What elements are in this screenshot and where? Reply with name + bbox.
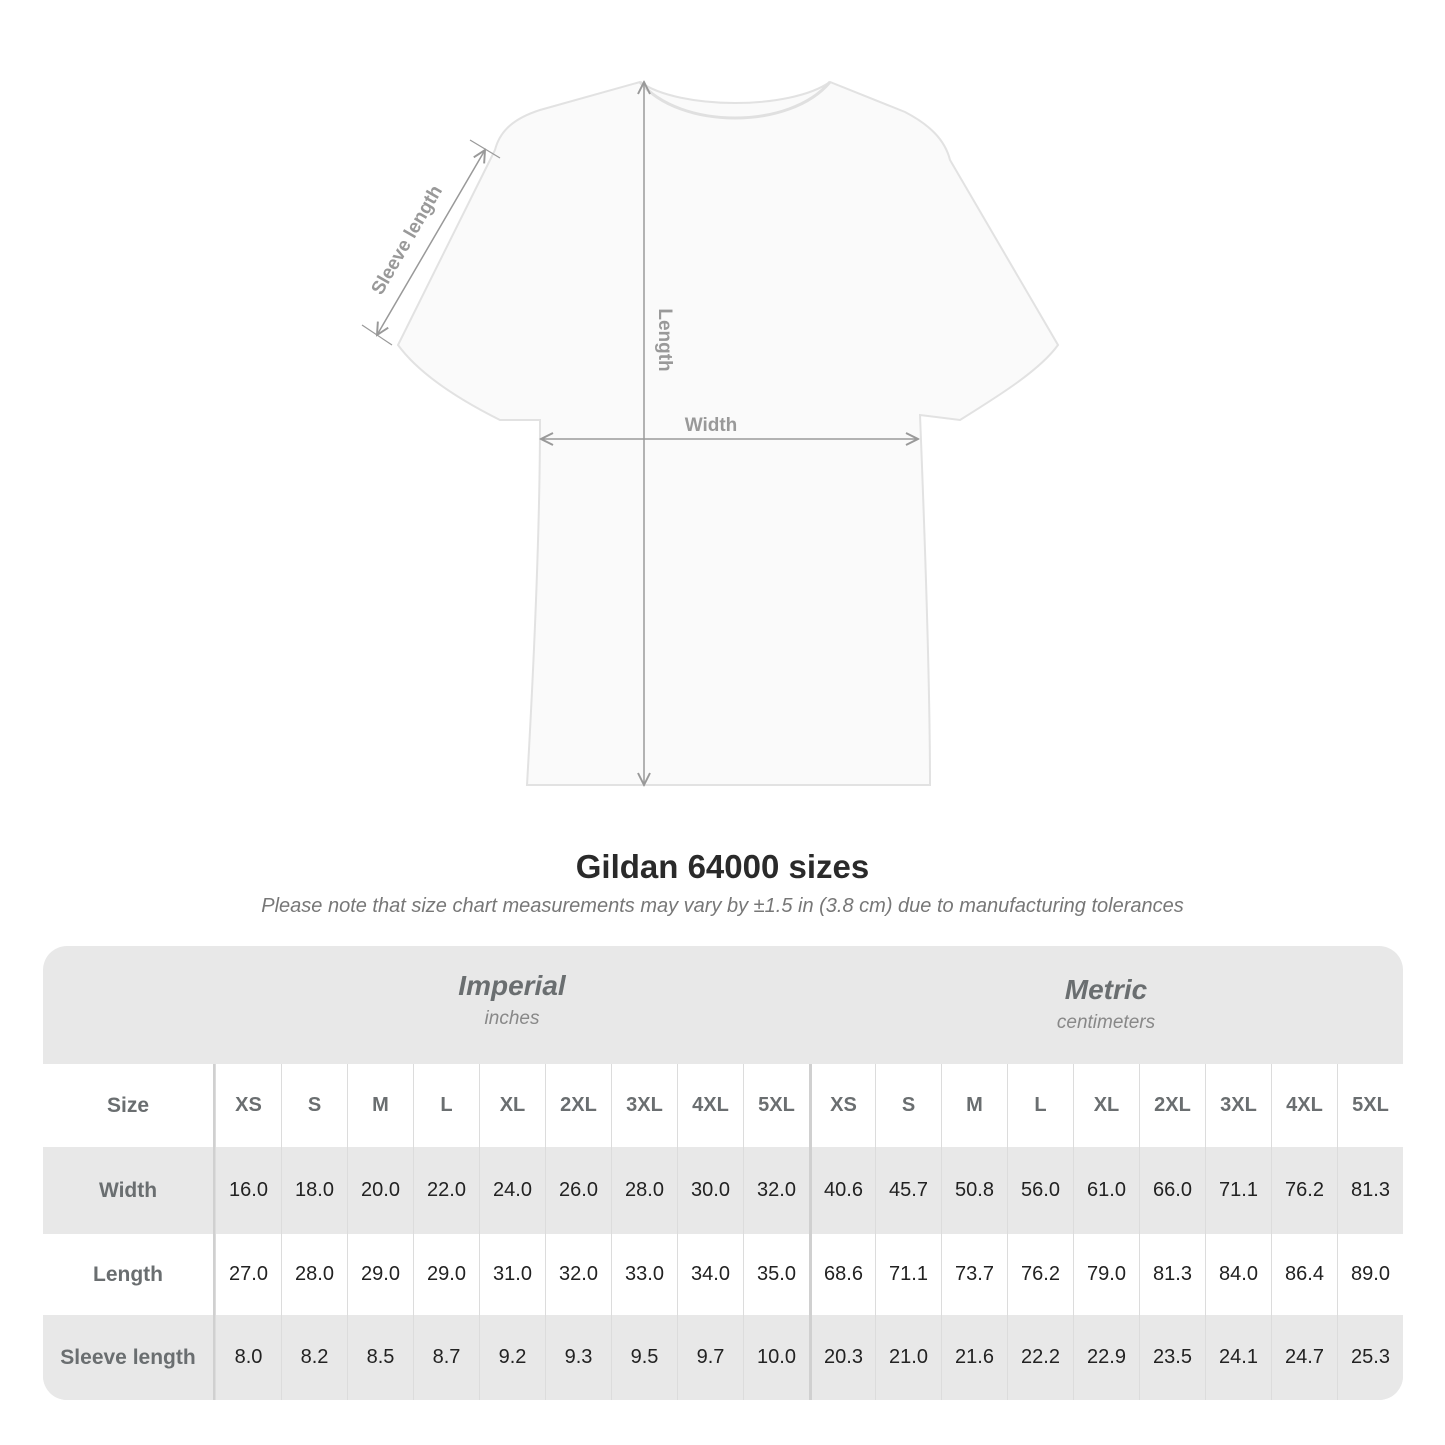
imperial-value-cell: 31.0 [479,1234,545,1315]
size-header-row: Size XS S M L XL 2XL 3XL 4XL 5XL XS S M L XL 2XL 3XL 4XL 5… [43,1064,1403,1147]
row-label: Sleeve length [43,1315,215,1400]
metric-value-cell: 21.6 [941,1315,1007,1400]
imperial-value-cell: 28.0 [281,1234,347,1315]
imperial-value-cell: 30.0 [677,1147,743,1234]
imperial-value-cell: 29.0 [413,1234,479,1315]
metric-size-header: XL [1073,1064,1139,1147]
metric-value-cell: 81.3 [1139,1234,1205,1315]
metric-value-cell: 71.1 [875,1234,941,1315]
row-label: Length [43,1234,215,1315]
imperial-size-header: M [347,1064,413,1147]
imperial-header: Imperial inches [215,946,809,1064]
imperial-size-header: 5XL [743,1064,809,1147]
metric-size-header: 4XL [1271,1064,1337,1147]
metric-size-header: L [1007,1064,1073,1147]
metric-value-cell: 23.5 [1139,1315,1205,1400]
size-table: Imperial inches Metric centimeters Size X… [43,946,1403,1400]
imperial-value-cell: 9.2 [479,1315,545,1400]
metric-value-cell: 84.0 [1205,1234,1271,1315]
metric-value-cell: 45.7 [875,1147,941,1234]
row-label: Width [43,1147,215,1234]
metric-value-cell: 24.1 [1205,1315,1271,1400]
imperial-value-cell: 26.0 [545,1147,611,1234]
metric-size-header: M [941,1064,1007,1147]
metric-value-cell: 25.3 [1337,1315,1403,1400]
imperial-value-cell: 8.0 [215,1315,281,1400]
metric-size-header: XS [809,1064,875,1147]
imperial-value-cell: 9.7 [677,1315,743,1400]
metric-value-cell: 76.2 [1007,1234,1073,1315]
metric-value-cell: 86.4 [1271,1234,1337,1315]
imperial-value-cell: 35.0 [743,1234,809,1315]
metric-value-cell: 20.3 [809,1315,875,1400]
page-title: Gildan 64000 sizes [575,848,870,885]
tolerance-note: Please note that size chart measurements… [261,895,1184,917]
metric-value-cell: 68.6 [809,1234,875,1315]
imperial-value-cell: 8.7 [413,1315,479,1400]
table-row: Width 16.0 18.0 20.0 22.0 24.0 26.0 28.0 30.0 32.… [43,1147,1403,1234]
metric-value-cell: 22.9 [1073,1315,1139,1400]
metric-value-cell: 61.0 [1073,1147,1139,1234]
imperial-value-cell: 32.0 [743,1147,809,1234]
table-row: Length 27.0 28.0 29.0 29.0 31.0 32.0 33.0 34.0 35… [43,1234,1403,1315]
imperial-value-cell: 29.0 [347,1234,413,1315]
metric-value-cell: 66.0 [1139,1147,1205,1234]
metric-value-cell: 22.2 [1007,1315,1073,1400]
imperial-value-cell: 9.5 [611,1315,677,1400]
metric-value-cell: 81.3 [1337,1147,1403,1234]
imperial-value-cell: 28.0 [611,1147,677,1234]
collar [638,81,832,120]
imperial-value-cell: 16.0 [215,1147,281,1234]
imperial-value-cell: 20.0 [347,1147,413,1234]
imperial-size-header: 4XL [677,1064,743,1147]
imperial-value-cell: 27.0 [215,1234,281,1315]
metric-value-cell: 50.8 [941,1147,1007,1234]
imperial-size-header: L [413,1064,479,1147]
imperial-value-cell: 9.3 [545,1315,611,1400]
metric-value-cell: 21.0 [875,1315,941,1400]
metric-value-cell: 40.6 [809,1147,875,1234]
metric-value-cell: 56.0 [1007,1147,1073,1234]
width-label: Width [685,415,738,436]
imperial-size-header: S [281,1064,347,1147]
imperial-value-cell: 34.0 [677,1234,743,1315]
metric-size-header: S [875,1064,941,1147]
metric-value-cell: 89.0 [1337,1234,1403,1315]
metric-value-cell: 79.0 [1073,1234,1139,1315]
imperial-value-cell: 24.0 [479,1147,545,1234]
table-row: Sleeve length 8.0 8.2 8.5 8.7 9.2 9.3 9.5 9.7 10.… [43,1315,1403,1400]
imperial-size-header: XL [479,1064,545,1147]
row-label: Size [43,1064,215,1147]
imperial-value-cell: 32.0 [545,1234,611,1315]
imperial-size-header: 3XL [611,1064,677,1147]
imperial-value-cell: 8.5 [347,1315,413,1400]
imperial-value-cell: 33.0 [611,1234,677,1315]
tshirt-diagram: Sleeve length Length Width [361,0,1060,830]
metric-value-cell: 76.2 [1271,1147,1337,1234]
imperial-size-header: 2XL [545,1064,611,1147]
metric-size-header: 5XL [1337,1064,1403,1147]
metric-size-header: 2XL [1139,1064,1205,1147]
metric-value-cell: 73.7 [941,1234,1007,1315]
imperial-value-cell: 22.0 [413,1147,479,1234]
imperial-value-cell: 10.0 [743,1315,809,1400]
imperial-title: Imperial [458,970,566,1001]
imperial-size-header: XS [215,1064,281,1147]
imperial-value-cell: 18.0 [281,1147,347,1234]
metric-value-cell: 24.7 [1271,1315,1337,1400]
sleeve-measure-line [377,150,485,335]
metric-header: Metric centimeters [809,946,1403,1064]
metric-size-header: 3XL [1205,1064,1271,1147]
imperial-unit: inches [484,1008,540,1029]
imperial-value-cell: 8.2 [281,1315,347,1400]
metric-title: Metric [1064,974,1148,1005]
length-label: Length [654,308,675,371]
metric-value-cell: 71.1 [1205,1147,1271,1234]
metric-unit: centimeters [1056,1012,1156,1033]
